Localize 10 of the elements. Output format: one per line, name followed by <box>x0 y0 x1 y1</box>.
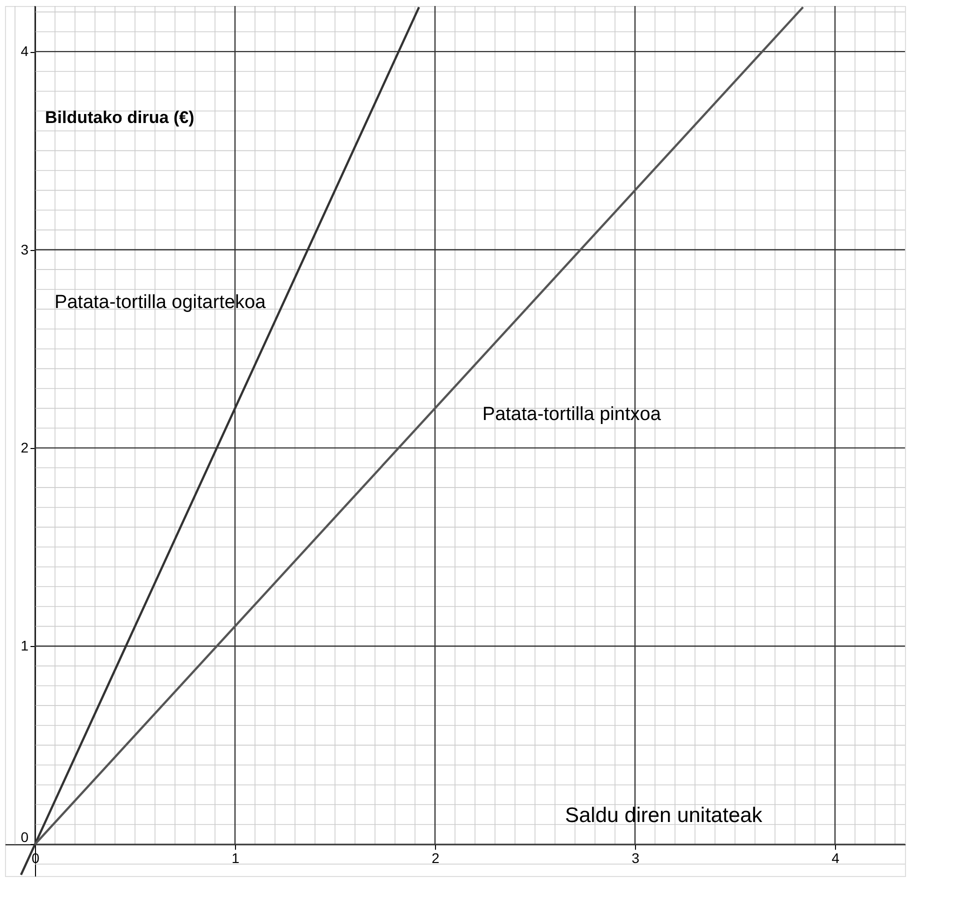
y-axis-title: Bildutako dirua (€) <box>45 108 194 127</box>
x-tick-label: 4 <box>832 850 840 866</box>
y-tick-label: 2 <box>20 439 29 456</box>
y-tick-label: 4 <box>20 43 29 60</box>
x-tick-label: 1 <box>232 850 240 866</box>
y-tick-label: 1 <box>20 638 29 654</box>
y-tick-label: 3 <box>20 241 29 258</box>
x-tick-label: 2 <box>432 850 440 866</box>
y-tick-label: 0 <box>20 828 29 845</box>
x-tick-label: 3 <box>632 850 640 866</box>
